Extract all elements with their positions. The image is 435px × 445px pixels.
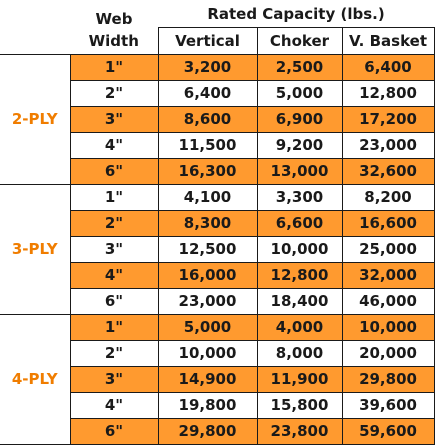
ply-label: 2-PLY — [0, 53, 71, 185]
choker-cell: 10,000 — [256, 235, 343, 263]
table-row: 4" 16,000 12,800 32,000 — [0, 261, 435, 289]
choker-cell: 15,800 — [256, 391, 343, 419]
v-basket-cell: 59,600 — [341, 417, 435, 445]
vertical-cell: 10,000 — [157, 339, 258, 367]
choker-cell: 6,600 — [256, 209, 343, 237]
ply-label: 3-PLY — [0, 183, 71, 315]
table-row: 3" 8,600 6,900 17,200 — [0, 105, 435, 133]
v-basket-cell: 12,800 — [341, 79, 435, 107]
v-basket-cell: 39,600 — [341, 391, 435, 419]
vertical-cell: 16,000 — [157, 261, 258, 289]
width-cell: 1" — [69, 53, 159, 81]
v-basket-cell: 25,000 — [341, 235, 435, 263]
vertical-cell: 11,500 — [157, 131, 258, 159]
width-cell: 6" — [69, 287, 159, 315]
v-basket-cell: 16,600 — [341, 209, 435, 237]
width-cell: 2" — [69, 339, 159, 367]
header-corner-2 — [0, 27, 70, 55]
width-cell: 6" — [69, 417, 159, 445]
width-cell: 2" — [69, 79, 159, 107]
choker-cell: 5,000 — [256, 79, 343, 107]
ply-label: 4-PLY — [0, 313, 71, 445]
table-row: 3" 12,500 10,000 25,000 — [0, 235, 435, 263]
v-basket-cell: 20,000 — [341, 339, 435, 367]
choker-cell: 23,800 — [256, 417, 343, 445]
v-basket-cell: 32,000 — [341, 261, 435, 289]
width-cell: 3" — [69, 365, 159, 393]
vertical-cell: 3,200 — [157, 53, 258, 81]
vertical-cell: 12,500 — [157, 235, 258, 263]
width-cell: 4" — [69, 131, 159, 159]
choker-cell: 12,800 — [256, 261, 343, 289]
table-row: 4" 11,500 9,200 23,000 — [0, 131, 435, 159]
vertical-cell: 14,900 — [157, 365, 258, 393]
width-cell: 1" — [69, 313, 159, 341]
v-basket-cell: 29,800 — [341, 365, 435, 393]
width-cell: 4" — [69, 261, 159, 289]
header-corner — [0, 0, 70, 28]
width-cell: 3" — [69, 235, 159, 263]
choker-cell: 3,300 — [256, 183, 343, 211]
choker-cell: 4,000 — [256, 313, 343, 341]
header-v-basket: V. Basket — [341, 27, 435, 55]
v-basket-cell: 23,000 — [341, 131, 435, 159]
header-width: Width — [70, 27, 158, 55]
v-basket-cell: 6,400 — [341, 53, 435, 81]
table-row: 4-PLY 1" 5,000 4,000 10,000 — [0, 313, 435, 445]
choker-cell: 13,000 — [256, 157, 343, 185]
vertical-cell: 19,800 — [157, 391, 258, 419]
choker-cell: 8,000 — [256, 339, 343, 367]
choker-cell: 2,500 — [256, 53, 343, 81]
width-cell: 6" — [69, 157, 159, 185]
table-row: 2" 10,000 8,000 20,000 — [0, 339, 435, 367]
v-basket-cell: 10,000 — [341, 313, 435, 341]
vertical-cell: 8,600 — [157, 105, 258, 133]
choker-cell: 6,900 — [256, 105, 343, 133]
choker-cell: 18,400 — [256, 287, 343, 315]
v-basket-cell: 17,200 — [341, 105, 435, 133]
table-row: 6" 23,000 18,400 46,000 — [0, 287, 435, 315]
header-row-columns: Width Vertical Choker V. Basket — [0, 27, 435, 55]
choker-cell: 9,200 — [256, 131, 343, 159]
table-row: 6" 16,300 13,000 32,600 — [0, 157, 435, 185]
table-row: 3" 14,900 11,900 29,800 — [0, 365, 435, 393]
vertical-cell: 23,000 — [157, 287, 258, 315]
header-choker: Choker — [256, 27, 343, 55]
width-cell: 2" — [69, 209, 159, 237]
choker-cell: 11,900 — [256, 365, 343, 393]
table-row: 2" 6,400 5,000 12,800 — [0, 79, 435, 107]
vertical-cell: 6,400 — [157, 79, 258, 107]
table-row: 6" 29,800 23,800 59,600 — [0, 417, 435, 445]
header-row-top: Web Rated Capacity (lbs.) — [0, 0, 434, 28]
table-row: 3-PLY 1" 4,100 3,300 8,200 — [0, 183, 435, 315]
header-rated-capacity: Rated Capacity (lbs.) — [207, 4, 385, 23]
width-cell: 4" — [69, 391, 159, 419]
header-web: Web — [95, 9, 133, 28]
header-vertical: Vertical — [157, 27, 258, 55]
vertical-cell: 8,300 — [157, 209, 258, 237]
table-row: 2-PLY 1" 3,200 2,500 6,400 — [0, 53, 435, 185]
vertical-cell: 29,800 — [157, 417, 258, 445]
width-cell: 3" — [69, 105, 159, 133]
vertical-cell: 5,000 — [157, 313, 258, 341]
vertical-cell: 16,300 — [157, 157, 258, 185]
v-basket-cell: 8,200 — [341, 183, 435, 211]
v-basket-cell: 46,000 — [341, 287, 435, 315]
vertical-cell: 4,100 — [157, 183, 258, 211]
width-cell: 1" — [69, 183, 159, 211]
v-basket-cell: 32,600 — [341, 157, 435, 185]
